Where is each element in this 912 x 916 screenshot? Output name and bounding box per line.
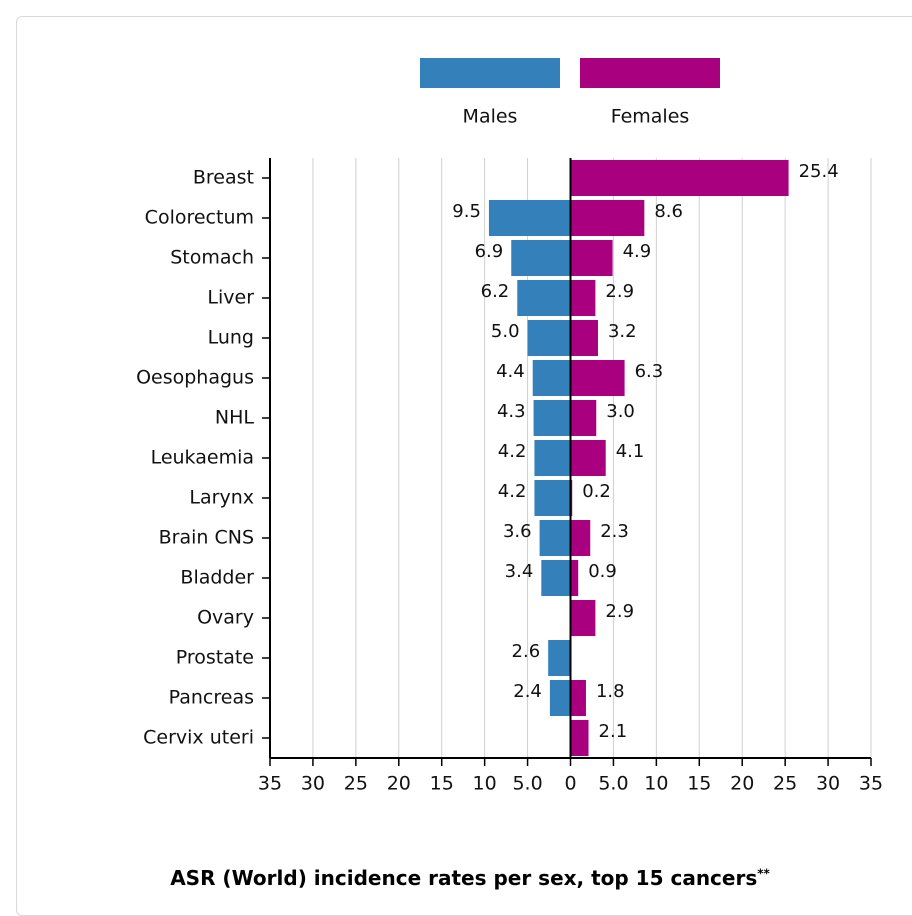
x-tick-label: 35	[258, 773, 282, 795]
bar-males	[533, 400, 571, 436]
bar-females	[570, 360, 625, 396]
value-label-females: 2.1	[599, 721, 628, 742]
category-label: Colorectum	[145, 207, 254, 229]
value-label-males: 4.2	[498, 481, 527, 502]
bar-females	[570, 280, 596, 316]
bar-females	[570, 400, 597, 436]
bar-males	[517, 280, 571, 316]
bar-females	[570, 560, 579, 596]
legend-label-females: Females	[611, 106, 690, 128]
bar-females	[570, 200, 645, 236]
value-label-males: 4.3	[497, 401, 526, 422]
category-label: NHL	[215, 407, 255, 429]
bar-males	[527, 320, 571, 356]
value-label-males: 3.4	[505, 561, 534, 582]
bar-males	[488, 200, 571, 236]
chart-title-footnote: **	[757, 866, 770, 881]
category-label: Lung	[208, 327, 254, 349]
bar-males	[539, 520, 571, 556]
x-tick-label: 30	[301, 773, 325, 795]
category-label: Oesophagus	[136, 367, 254, 389]
bar-males	[541, 560, 571, 596]
x-tick-label: 20	[730, 773, 754, 795]
value-label-females: 2.9	[605, 601, 634, 622]
value-label-males: 6.9	[475, 241, 504, 262]
bar-males	[534, 480, 571, 516]
value-label-females: 4.9	[623, 241, 652, 262]
bar-females	[570, 240, 613, 276]
value-label-males: 4.4	[496, 361, 525, 382]
value-label-females: 0.2	[582, 481, 611, 502]
x-tick-label: 10	[473, 773, 497, 795]
bar-males	[549, 680, 571, 716]
value-label-males: 5.0	[491, 321, 520, 342]
value-label-males: 4.2	[498, 441, 527, 462]
category-label: Larynx	[189, 487, 254, 509]
category-label: Pancreas	[169, 687, 254, 709]
bar-females	[570, 720, 589, 756]
bar-females	[570, 600, 596, 636]
value-label-females: 25.4	[799, 161, 839, 182]
bars	[488, 160, 789, 756]
legend-label-males: Males	[463, 106, 518, 128]
category-label: Leukaemia	[151, 447, 254, 469]
legend-swatch-females	[580, 58, 720, 88]
bar-males	[511, 240, 571, 276]
category-label: Prostate	[176, 647, 254, 669]
value-label-females: 0.9	[588, 561, 617, 582]
category-label: Bladder	[180, 567, 254, 589]
bar-females	[570, 440, 606, 476]
grid-lines	[312, 158, 872, 758]
category-label: Brain CNS	[159, 527, 254, 549]
bar-females	[570, 160, 789, 196]
x-tick-label: 5.0	[598, 773, 628, 795]
value-label-females: 1.8	[596, 681, 625, 702]
legend: Males Females	[420, 58, 720, 128]
x-tick-label: 10	[644, 773, 668, 795]
value-label-females: 2.9	[605, 281, 634, 302]
bar-males	[534, 440, 571, 476]
legend-swatch-males	[420, 58, 560, 88]
x-tick-label: 15	[687, 773, 711, 795]
axes	[262, 158, 872, 766]
category-label: Breast	[193, 167, 254, 189]
value-label-males: 6.2	[481, 281, 510, 302]
x-tick-label: 20	[387, 773, 411, 795]
value-label-males: 9.5	[452, 201, 481, 222]
value-label-females: 3.0	[606, 401, 635, 422]
value-label-males: 3.6	[503, 521, 532, 542]
value-label-males: 2.4	[513, 681, 542, 702]
bar-males	[532, 360, 571, 396]
bar-females	[570, 320, 598, 356]
x-tick-label: 25	[773, 773, 797, 795]
category-label: Cervix uteri	[143, 727, 254, 749]
category-label: Stomach	[170, 247, 254, 269]
labels: 25.4 Breast 9.5 8.6 Colorectum 6.9 4.9 Stomach 6…	[136, 161, 883, 795]
bar-males	[548, 640, 571, 676]
value-label-females: 6.3	[635, 361, 664, 382]
value-label-females: 4.1	[616, 441, 645, 462]
x-tick-label: 30	[816, 773, 840, 795]
value-label-females: 8.6	[654, 201, 683, 222]
x-tick-label: 35	[859, 773, 883, 795]
value-label-females: 2.3	[600, 521, 629, 542]
chart-title-text: ASR (World) incidence rates per sex, top…	[170, 866, 758, 890]
bar-females	[570, 520, 591, 556]
x-tick-label: 0	[564, 773, 576, 795]
category-label: Ovary	[197, 607, 254, 629]
value-label-females: 3.2	[608, 321, 637, 342]
x-tick-label: 25	[344, 773, 368, 795]
category-label: Liver	[207, 287, 254, 309]
bar-females	[570, 680, 586, 716]
chart-title: ASR (World) incidence rates per sex, top…	[0, 866, 912, 890]
value-label-males: 2.6	[512, 641, 541, 662]
x-tick-label: 15	[430, 773, 454, 795]
x-tick-label: 5.0	[512, 773, 542, 795]
